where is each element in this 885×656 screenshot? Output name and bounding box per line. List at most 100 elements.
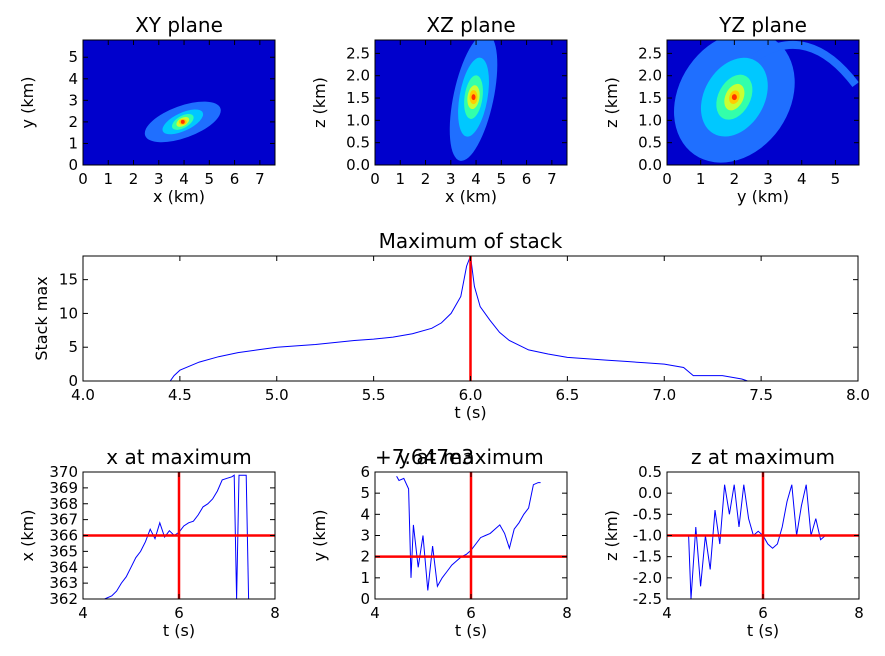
- x-axis-label: y (km): [737, 187, 789, 206]
- series-line: [396, 475, 541, 591]
- y-tick-label: 1.0: [346, 111, 370, 129]
- y-tick-label: 1.0: [638, 111, 662, 129]
- x-tick-label: 5: [831, 170, 841, 188]
- x-tick-label: 0: [78, 170, 88, 188]
- y-tick-label: 0.0: [346, 156, 370, 174]
- x-tick-label: 6: [522, 170, 532, 188]
- chart-title: XY plane: [135, 13, 223, 37]
- x-tick-label: 7.5: [749, 386, 773, 404]
- y-tick-label: 5: [68, 48, 78, 66]
- x-axis-label: x (km): [153, 187, 205, 206]
- y-axis-label: z (km): [310, 77, 329, 128]
- chart-title: x at maximum: [106, 445, 251, 469]
- y-tick-label: 2.0: [638, 67, 662, 85]
- y-tick-label: 1.5: [638, 89, 662, 107]
- y-tick-label: 365: [49, 542, 78, 560]
- x-tick-label: 7: [255, 170, 265, 188]
- x-tick-label: 3: [446, 170, 456, 188]
- y-tick-label: 4: [68, 70, 78, 88]
- panel-stack: 4.0 4.5 5.0 5.5 6.0 6.5 7.0 7.5 8.0 0 5 10 15 Maximum…: [32, 229, 870, 422]
- y-tick-label: 6: [360, 463, 370, 481]
- y-tick-label: 0.0: [638, 156, 662, 174]
- y-tick-label: 5: [68, 338, 78, 356]
- y-tick-label: 369: [49, 479, 78, 497]
- x-tick-label: 6: [466, 604, 476, 622]
- y-tick-label: 368: [49, 495, 78, 513]
- offset-text: +7.647e3: [375, 445, 474, 469]
- y-tick-label: 4: [360, 505, 370, 523]
- y-tick-label: 370: [49, 463, 78, 481]
- y-axis-label: y (km): [18, 77, 37, 129]
- y-axis-label: z (km): [602, 77, 621, 128]
- x-tick-label: 6: [174, 604, 184, 622]
- x-tick-label: 4.0: [71, 386, 95, 404]
- x-tick-label: 5: [205, 170, 215, 188]
- x-tick-label: 4.5: [168, 386, 192, 404]
- y-tick-label: -1.0: [633, 527, 662, 545]
- series-line: [169, 256, 748, 381]
- x-tick-label: 6.5: [555, 386, 579, 404]
- contour-level: [471, 94, 476, 101]
- x-tick-label: 2: [129, 170, 139, 188]
- axes-frame: [82, 255, 859, 382]
- y-tick-label: 3: [360, 527, 370, 545]
- y-tick-label: 15: [59, 271, 78, 289]
- x-tick-label: 8: [562, 604, 572, 622]
- y-tick-label: 5: [360, 484, 370, 502]
- axes-frame: [82, 471, 276, 600]
- chart-title: XZ plane: [426, 13, 515, 37]
- y-axis-label: x (km): [18, 510, 37, 562]
- y-tick-label: 3: [68, 91, 78, 109]
- series-line: [104, 474, 250, 599]
- x-tick-label: 6.0: [459, 386, 483, 404]
- plot-area: [375, 472, 567, 599]
- x-axis-label: t (s): [163, 621, 195, 640]
- contour-arc: [752, 40, 859, 88]
- chart-title: YZ plane: [718, 13, 807, 37]
- x-tick-label: 1: [103, 170, 113, 188]
- y-tick-label: 1.5: [346, 89, 370, 107]
- plot-area: [169, 256, 748, 381]
- y-tick-label: 0: [360, 590, 370, 608]
- x-tick-label: 5: [497, 170, 507, 188]
- y-tick-label: 0.5: [638, 134, 662, 152]
- y-axis-label: y (km): [310, 510, 329, 562]
- axes-frame: [374, 39, 568, 166]
- x-axis-label: t (s): [454, 403, 486, 422]
- y-tick-label: 10: [59, 304, 78, 322]
- x-tick-label: 5.5: [362, 386, 386, 404]
- y-tick-label: 1: [68, 134, 78, 152]
- panel-zmax: 4 6 8 -2.5 -2.0 -1.5 -1.0 -0.5 0.0 0.5 z at maximu…: [602, 445, 864, 640]
- x-tick-label: 6: [230, 170, 240, 188]
- panel-ymax: 4 6 8 0 1 2 3 4 5 6 y at maximum+7.647e3 t (s) y (km…: [310, 445, 572, 640]
- series-line: [688, 484, 831, 599]
- chart-title: z at maximum: [691, 445, 835, 469]
- contour-field: [375, 40, 567, 165]
- x-tick-label: 2: [421, 170, 431, 188]
- contour-field: [667, 40, 859, 165]
- x-tick-label: 7: [547, 170, 557, 188]
- x-tick-label: 3: [763, 170, 773, 188]
- contour-level: [731, 94, 737, 101]
- x-tick-label: 4: [471, 170, 481, 188]
- x-tick-label: 6: [758, 604, 768, 622]
- axes-frame: [666, 39, 860, 166]
- y-tick-label: 2: [68, 113, 78, 131]
- y-tick-label: 363: [49, 574, 78, 592]
- y-tick-label: 364: [49, 558, 78, 576]
- y-tick-label: 367: [49, 511, 78, 529]
- x-tick-label: 0: [370, 170, 380, 188]
- x-tick-label: 8: [854, 604, 864, 622]
- y-tick-label: 0: [68, 156, 78, 174]
- x-tick-label: 5.0: [265, 386, 289, 404]
- contour-level: [180, 119, 185, 124]
- x-tick-label: 8: [270, 604, 280, 622]
- x-axis-label: t (s): [455, 621, 487, 640]
- x-tick-label: 4: [662, 604, 672, 622]
- y-tick-label: 0.0: [638, 484, 662, 502]
- x-tick-label: 0: [662, 170, 672, 188]
- y-tick-label: -0.5: [633, 505, 662, 523]
- axes-frame: [82, 39, 276, 166]
